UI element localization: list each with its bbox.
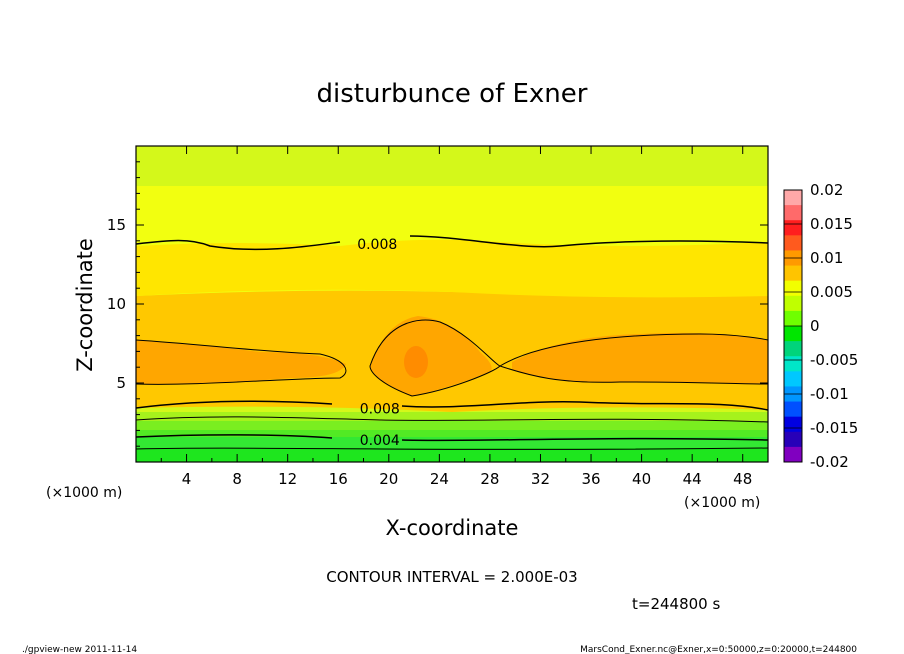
colorbar-swatch-17 (784, 446, 802, 463)
contour-label-2: 0.004 (360, 433, 400, 449)
colorbar-swatch-14 (784, 401, 802, 418)
contour-left (135, 339, 347, 385)
x-tick-label-44: 44 (683, 470, 702, 488)
x-tick-label-4: 4 (182, 470, 192, 488)
colorbar-label-3: 0.005 (810, 283, 853, 301)
colorbar-swatch-0 (784, 190, 802, 206)
core-center (370, 316, 492, 396)
contour-0.006 (135, 416, 769, 423)
core-right (512, 332, 768, 384)
contour-center (369, 319, 501, 397)
colorbar-swatch-3 (784, 235, 802, 251)
chart-title: disturbunce of Exner (317, 79, 588, 109)
contour-0.004-right (401, 437, 769, 442)
colorbar-swatch-5 (784, 265, 802, 282)
y-axis-label: Z-coordinate (73, 238, 97, 372)
contour-0.008-upper-right (409, 235, 769, 248)
colorbar-label-6: -0.01 (810, 385, 849, 403)
x-tick-label-28: 28 (480, 470, 499, 488)
colorbar-swatch-1 (784, 205, 802, 221)
x-tick-label-20: 20 (379, 470, 398, 488)
colorbar-swatch-10 (784, 341, 802, 357)
colorbar-swatch-15 (784, 416, 802, 433)
band-4 (136, 421, 768, 430)
band-5 (136, 412, 768, 421)
contour-interval-text: CONTOUR INTERVAL = 2.000E-03 (326, 568, 577, 586)
x-unit-label: (×1000 m) (684, 495, 760, 511)
y-tick-label-5: 5 (116, 374, 126, 392)
core-left (136, 340, 346, 385)
contour-label-0: 0.008 (357, 237, 397, 253)
band-gold (136, 239, 768, 298)
colorbar: 0.02 0.015 0.01 0.005 0 -0.005 -0.01 -0.015 -0.0… (783, 181, 858, 471)
x-tick-label-32: 32 (531, 470, 550, 488)
colorbar-swatch-6 (784, 280, 802, 297)
contour-right-upper (499, 333, 769, 367)
colorbar-swatch-7 (784, 295, 802, 312)
colorbar-swatch-12 (784, 371, 802, 387)
contour-right-lower (499, 365, 769, 385)
band-2 (136, 437, 768, 448)
band-1 (136, 448, 768, 462)
colorbar-label-4: 0 (810, 317, 820, 335)
footer-left: ./gpview-new 2011-11-14 (22, 645, 137, 654)
x-tick-label-40: 40 (632, 470, 651, 488)
x-tick-label-24: 24 (430, 470, 449, 488)
contour-plot-area (136, 146, 768, 462)
x-tick-label-16: 16 (329, 470, 348, 488)
colorbar-swatch-9 (784, 326, 802, 342)
x-axis-label: X-coordinate (386, 516, 519, 540)
contour-0.004-left (135, 434, 333, 439)
colorbar-label-7: -0.015 (810, 419, 858, 437)
contour-0.002 (135, 447, 769, 450)
time-text: t=244800 s (632, 595, 720, 613)
core-peak (404, 346, 428, 378)
y-tick-label-15: 15 (107, 216, 126, 234)
contour-0.008-lower-right (401, 400, 769, 411)
x-tick-label-36: 36 (581, 470, 600, 488)
footer-right: MarsCond_Exner.nc@Exner,x=0:50000,z=0:20… (580, 645, 857, 654)
colorbar-label-1: 0.015 (810, 215, 853, 233)
colorbar-swatch-2 (784, 220, 802, 236)
band-3 (136, 430, 768, 437)
y-unit-label: (×1000 m) (46, 485, 122, 501)
band-top (136, 146, 768, 186)
x-tick-label-48: 48 (733, 470, 752, 488)
contour-0.008-upper-left (135, 239, 341, 251)
y-tick-label-10: 10 (107, 295, 126, 313)
contour-0.008-lower-left (135, 400, 333, 409)
contour-labels: 0.008 0.008 0.004 (357, 237, 400, 449)
colorbar-swatch-8 (784, 310, 802, 327)
x-tick-label-12: 12 (278, 470, 297, 488)
colorbar-label-0: 0.02 (810, 181, 843, 199)
contour-label-1: 0.008 (360, 401, 400, 417)
colorbar-label-2: 0.01 (810, 249, 843, 267)
contour-lines (135, 235, 769, 450)
colorbar-label-5: -0.005 (810, 351, 858, 369)
colorbar-label-8: -0.02 (810, 453, 849, 471)
x-tick-label-8: 8 (232, 470, 242, 488)
colorbar-swatch-16 (784, 431, 802, 448)
colorbar-swatch-11 (784, 356, 802, 372)
